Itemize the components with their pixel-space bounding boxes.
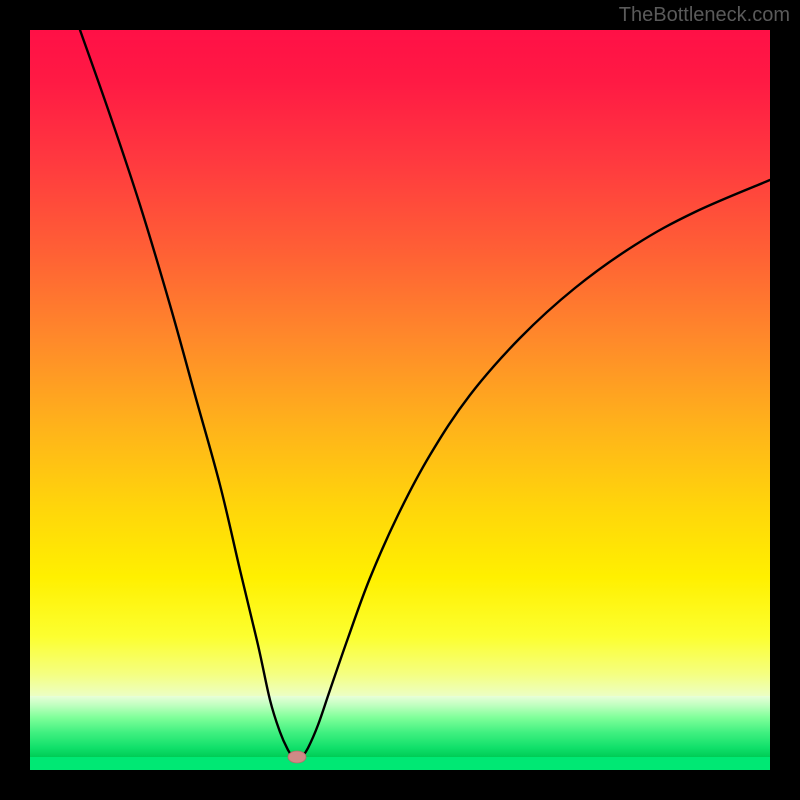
bottleneck-curve (30, 30, 770, 770)
curve-right-branch (302, 180, 770, 757)
bottleneck-chart (30, 30, 770, 770)
minimum-marker (288, 751, 306, 763)
watermark-text: TheBottleneck.com (619, 4, 790, 27)
curve-left-branch (80, 30, 293, 757)
